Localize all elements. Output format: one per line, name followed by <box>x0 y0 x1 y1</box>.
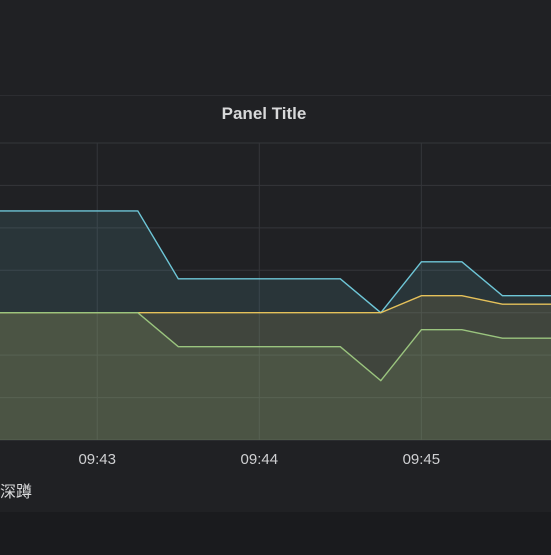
chart-lines <box>0 210 551 382</box>
chart-areas <box>0 210 551 440</box>
series-area-0 <box>0 210 551 440</box>
series-line-2 <box>0 312 551 382</box>
legend-series-label[interactable]: 深蹲 <box>0 484 33 501</box>
series-line-1 <box>0 295 551 314</box>
series-area-1 <box>0 295 551 440</box>
x-tick-label: 09:45 <box>403 451 441 468</box>
x-tick-label: 09:43 <box>78 451 116 468</box>
graph-panel <box>0 95 551 513</box>
x-tick-label: 09:44 <box>241 451 279 468</box>
dashboard-header <box>0 0 551 95</box>
panel-title[interactable]: Panel Title <box>221 104 307 123</box>
series-area-2 <box>0 312 551 440</box>
x-axis-ticks: 09:43 09:44 09:45 <box>78 451 440 468</box>
legend-bar <box>0 512 551 555</box>
